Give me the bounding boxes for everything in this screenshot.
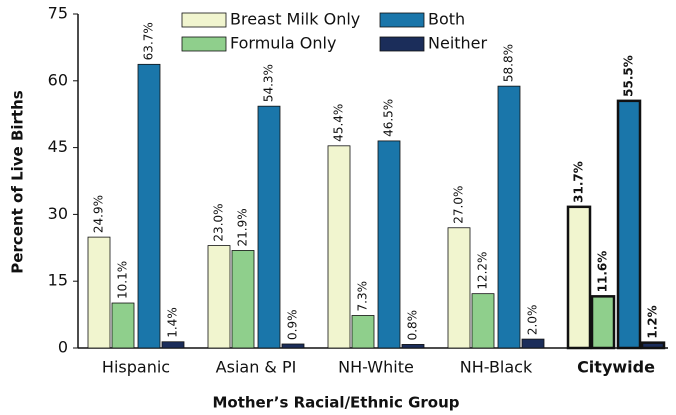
bar	[207, 245, 231, 349]
bar	[327, 145, 351, 349]
legend-swatch	[379, 36, 425, 52]
bar	[161, 341, 185, 349]
value-label: 7.3%	[356, 281, 370, 312]
y-tick-label: 45	[48, 137, 68, 156]
bar	[447, 227, 471, 349]
value-label: 0.8%	[406, 310, 420, 341]
bar	[377, 140, 401, 349]
bar	[87, 236, 111, 349]
bar	[111, 302, 135, 349]
y-tick-label: 75	[48, 4, 68, 23]
y-tick-label: 15	[48, 271, 68, 290]
legend-swatch	[181, 36, 227, 52]
bar	[616, 99, 642, 350]
value-label: 54.3%	[262, 64, 276, 102]
x-tick-label: Asian & PI	[216, 358, 297, 377]
y-tick-label: 0	[58, 338, 68, 357]
value-label: 1.2%	[646, 305, 660, 338]
value-label: 23.0%	[212, 203, 226, 241]
value-label: 2.0%	[526, 305, 540, 336]
legend-swatch	[181, 12, 227, 28]
bar	[137, 63, 161, 349]
value-label: 1.4%	[166, 307, 180, 338]
legend-label: Neither	[428, 34, 488, 53]
bar	[497, 85, 521, 349]
value-label: 21.9%	[236, 208, 250, 246]
x-tick-label: NH-White	[338, 358, 414, 377]
x-tick-label: NH-Black	[460, 358, 533, 377]
legend-label: Breast Milk Only	[230, 10, 360, 29]
value-label: 45.4%	[332, 104, 346, 142]
bar	[521, 338, 545, 349]
value-label: 63.7%	[142, 22, 156, 60]
x-tick-label: Citywide	[577, 358, 655, 377]
x-axis-label: Mother’s Racial/Ethnic Group	[212, 394, 459, 412]
value-label: 55.5%	[622, 55, 636, 97]
x-tick-label: Hispanic	[102, 358, 170, 377]
y-tick-label: 30	[48, 204, 68, 223]
value-label: 46.5%	[382, 99, 396, 137]
legend-label: Both	[428, 10, 465, 29]
y-axis-label: Percent of Live Births	[9, 90, 27, 273]
value-label: 24.9%	[92, 195, 106, 233]
value-label: 10.1%	[116, 261, 130, 299]
bar	[401, 344, 425, 349]
legend-swatch	[379, 12, 425, 28]
bar	[281, 343, 305, 349]
value-label: 27.0%	[452, 186, 466, 224]
bar	[640, 341, 666, 350]
bar	[471, 293, 495, 349]
bar	[231, 250, 255, 349]
value-label: 11.6%	[596, 251, 610, 293]
bar	[351, 315, 375, 349]
value-label: 31.7%	[572, 161, 586, 203]
value-label: 0.9%	[286, 309, 300, 340]
legend-label: Formula Only	[230, 34, 336, 53]
bar	[566, 205, 592, 350]
bar	[257, 105, 281, 349]
y-tick-label: 60	[48, 70, 68, 89]
bar	[590, 295, 616, 350]
value-label: 12.2%	[476, 252, 490, 290]
value-label: 58.8%	[502, 44, 516, 82]
